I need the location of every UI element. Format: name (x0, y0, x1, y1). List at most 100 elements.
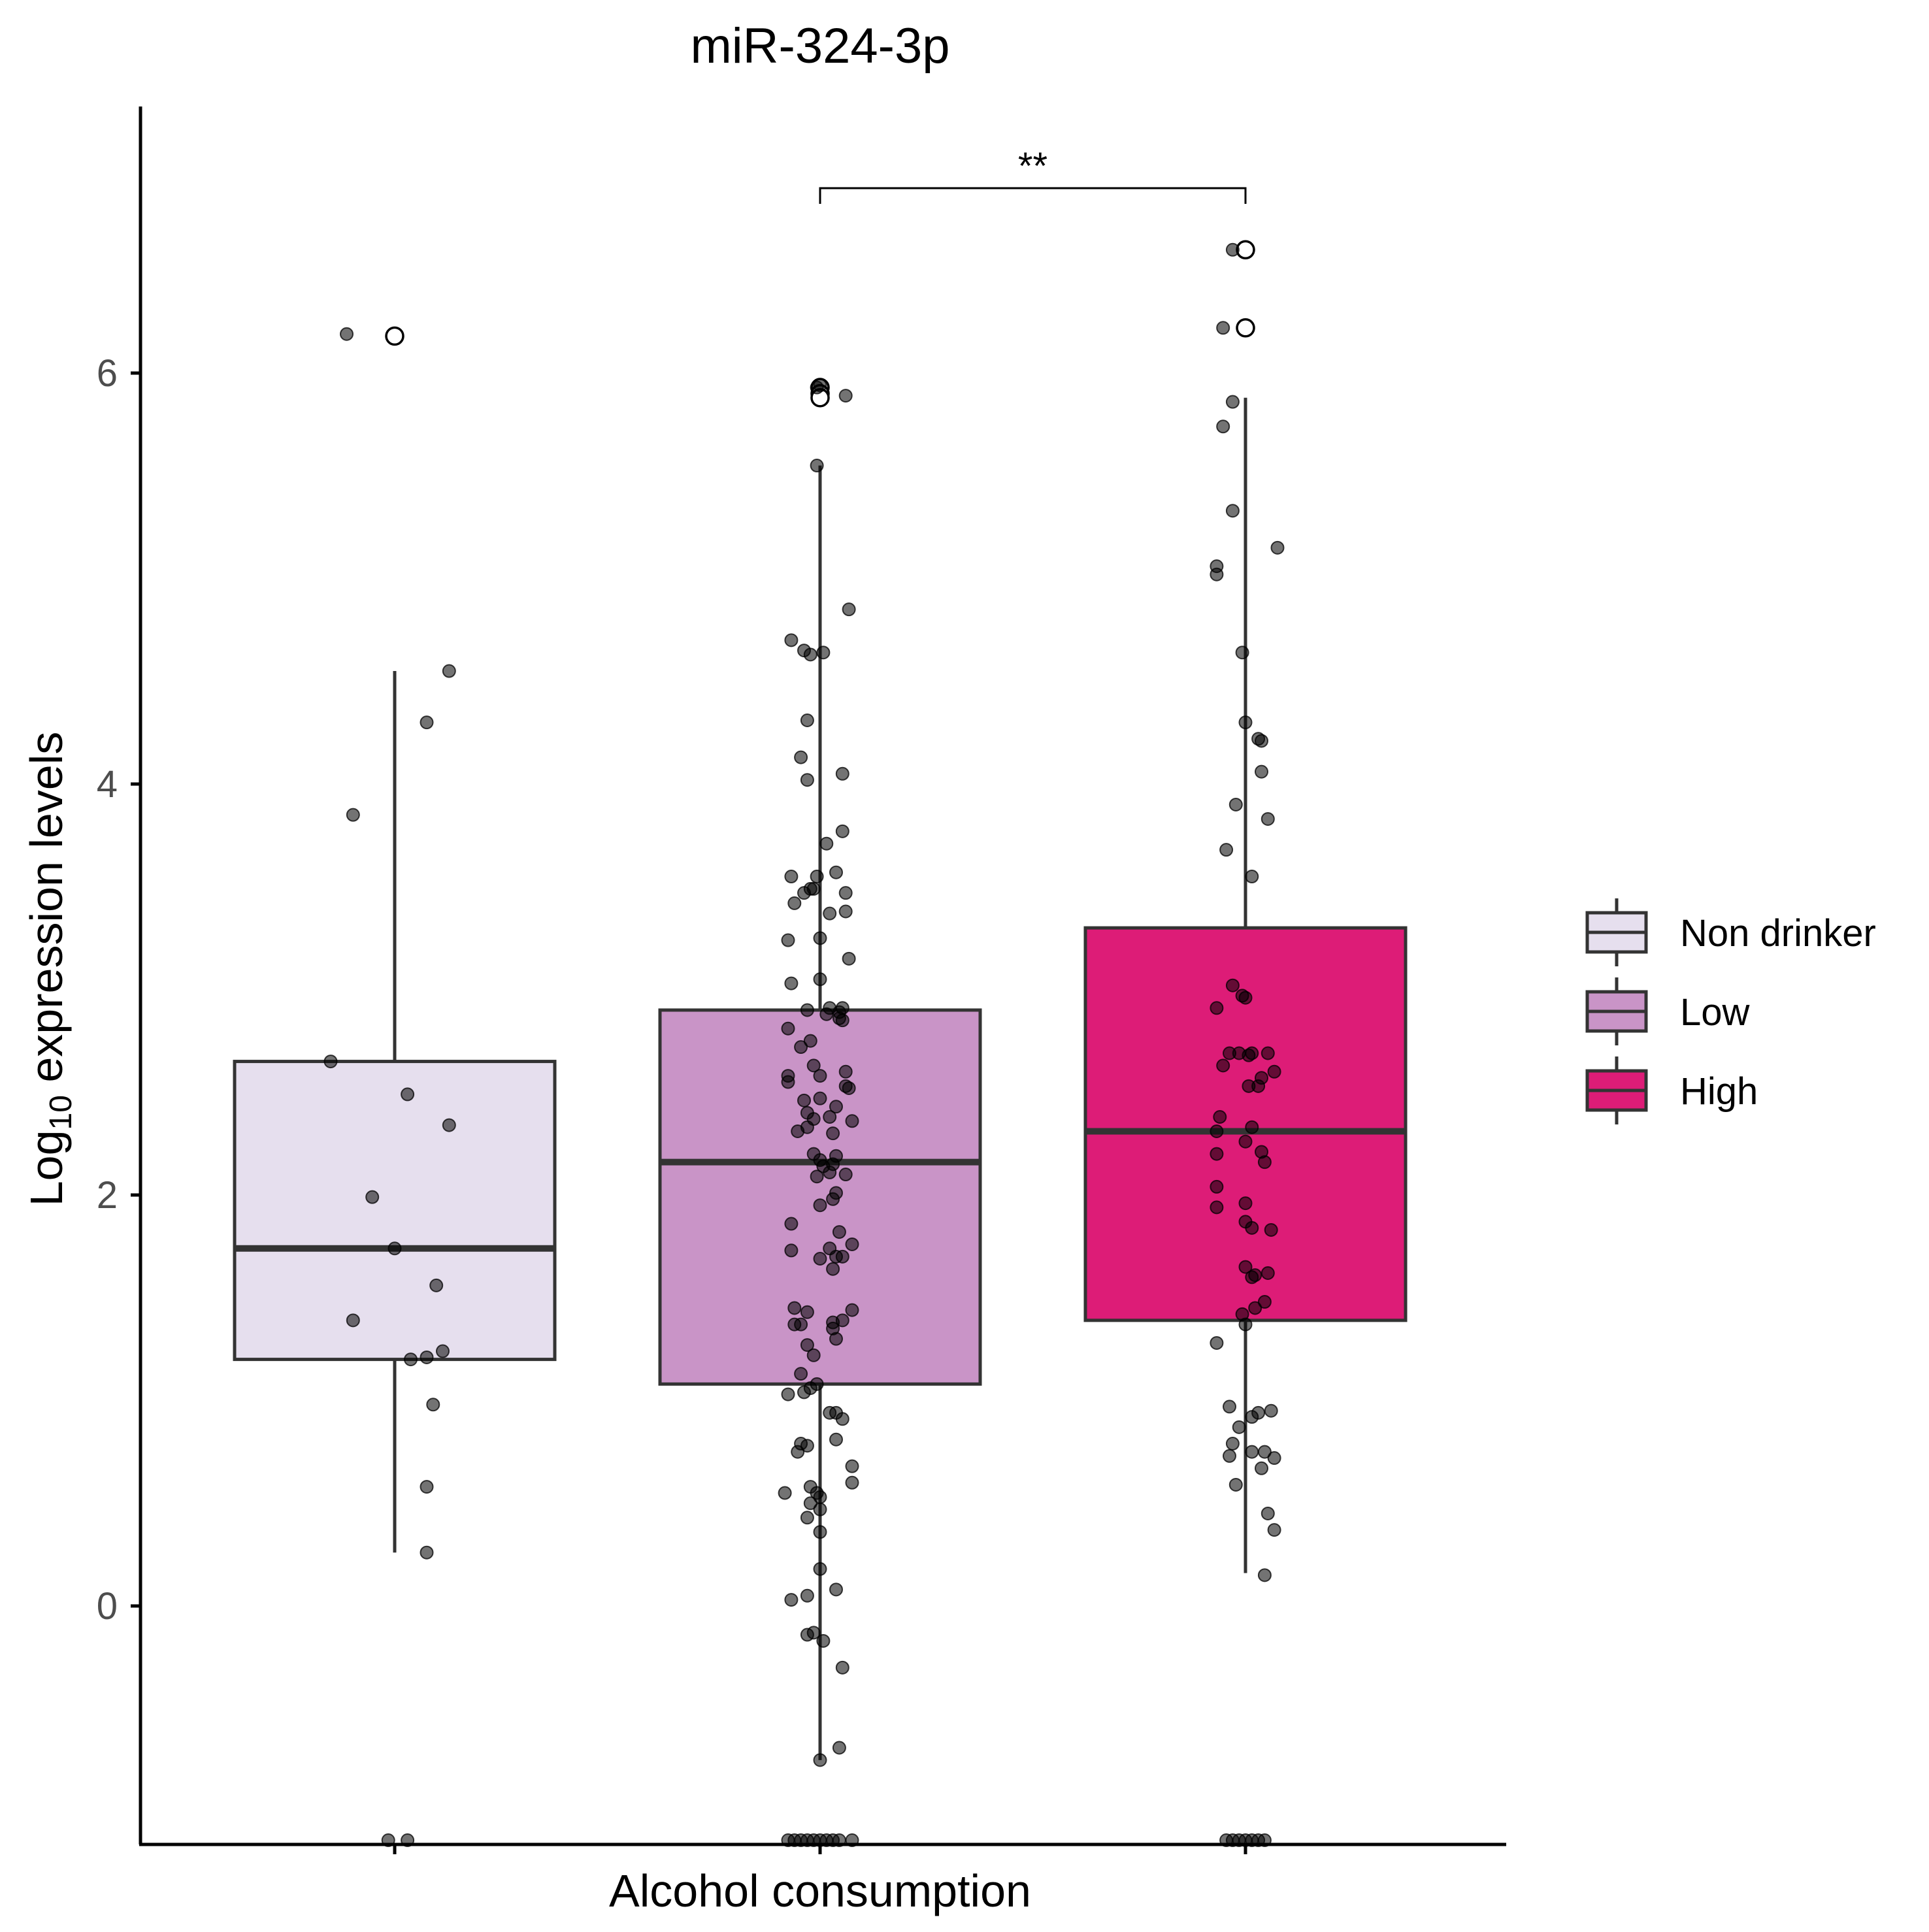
significance-label-0: ** (1018, 145, 1047, 188)
data-point-1-80 (835, 1313, 849, 1328)
data-point-1-115 (806, 1626, 821, 1640)
data-point-2-55 (1264, 1403, 1278, 1418)
data-point-1-24 (838, 904, 853, 919)
data-point-2-61 (1257, 1445, 1272, 1459)
y-axis-label-rest: expression levels (21, 732, 72, 1095)
data-point-1-30 (800, 1003, 814, 1017)
data-point-1-49 (842, 1081, 856, 1095)
data-point-2-0 (1225, 242, 1240, 257)
data-point-1-102 (778, 1486, 792, 1500)
data-point-1-73 (835, 1249, 849, 1264)
data-point-1-116 (816, 1633, 831, 1648)
data-point-1-35 (781, 1021, 795, 1036)
data-point-1-52 (823, 1109, 837, 1124)
data-point-0-15 (420, 1480, 434, 1494)
data-point-1-3 (810, 459, 824, 473)
data-point-1-26 (813, 931, 827, 945)
data-point-0-4 (323, 1055, 338, 1069)
data-point-1-14 (819, 836, 834, 851)
data-point-1-107 (813, 1502, 827, 1516)
data-point-1-39 (832, 1005, 846, 1019)
data-point-1-67 (813, 1198, 827, 1213)
data-point-1-75 (784, 1243, 799, 1258)
data-point-1-70 (845, 1237, 859, 1251)
data-point-1-76 (826, 1262, 840, 1276)
data-point-0-11 (436, 1344, 450, 1358)
data-point-1-95 (835, 1412, 849, 1426)
data-point-0-9 (429, 1278, 444, 1292)
data-point-1-96 (829, 1432, 843, 1447)
ticks-layer: 0 2 4 6 (97, 352, 1247, 1854)
data-point-1-29 (813, 972, 827, 987)
data-point-1-77 (787, 1301, 802, 1315)
data-point-0-7 (365, 1190, 380, 1204)
data-point-1-109 (813, 1525, 827, 1539)
data-point-1-41 (838, 1064, 853, 1079)
data-point-1-99 (791, 1445, 805, 1459)
y-tick-label-3: 6 (97, 352, 118, 395)
data-point-1-101 (845, 1475, 859, 1490)
data-point-2-52 (1210, 1335, 1224, 1350)
data-point-1-81 (845, 1303, 859, 1317)
data-point-1-13 (835, 824, 849, 838)
data-point-1-15 (829, 865, 843, 879)
data-point-2-38 (1210, 1179, 1224, 1194)
data-point-2-40 (1210, 1200, 1224, 1215)
data-point-2-65 (1261, 1506, 1275, 1520)
data-point-1-1 (810, 380, 824, 395)
data-point-2-48 (1257, 1295, 1272, 1309)
data-point-2-25 (1242, 1048, 1256, 1062)
data-point-1-119 (813, 1753, 827, 1767)
points-layer (323, 242, 1285, 1848)
data-point-2-58 (1225, 1437, 1240, 1451)
data-point-0-10 (346, 1313, 360, 1328)
data-point-1-98 (800, 1439, 814, 1453)
data-point-2-14 (1261, 811, 1275, 826)
data-point-2-4 (1225, 504, 1240, 518)
data-point-2-15 (1219, 843, 1234, 857)
data-point-2-47 (1261, 1266, 1275, 1281)
data-point-1-9 (800, 713, 814, 728)
data-point-1-55 (800, 1120, 814, 1134)
data-point-1-86 (800, 1338, 814, 1352)
data-point-2-33 (1245, 1120, 1259, 1134)
data-point-1-7 (803, 647, 817, 662)
data-point-1-27 (842, 951, 856, 966)
data-point-2-49 (1248, 1301, 1262, 1315)
data-point-1-28 (784, 976, 799, 991)
data-point-2-51 (1238, 1317, 1253, 1332)
data-point-0-16 (420, 1545, 434, 1560)
data-point-2-20 (1210, 1001, 1224, 1015)
data-point-2-64 (1228, 1477, 1243, 1492)
data-point-2-34 (1238, 1134, 1253, 1149)
data-point-1-53 (845, 1114, 859, 1128)
data-point-2-30 (1242, 1079, 1256, 1093)
data-point-1-63 (823, 1165, 837, 1179)
data-point-2-17 (1225, 978, 1240, 992)
significance-layer: ** (819, 145, 1247, 204)
data-point-2-35 (1210, 1147, 1224, 1161)
axes-layer (139, 106, 1506, 1846)
data-point-2-24 (1261, 1046, 1275, 1060)
data-point-1-5 (784, 633, 799, 647)
data-point-2-56 (1245, 1410, 1259, 1424)
data-point-2-11 (1255, 734, 1268, 748)
data-point-2-57 (1232, 1420, 1246, 1434)
data-point-2-2 (1225, 395, 1240, 409)
data-point-2-7 (1210, 567, 1224, 581)
data-point-1-62 (838, 1168, 853, 1182)
data-point-0-0 (340, 327, 354, 341)
data-point-1-68 (784, 1217, 799, 1231)
outlier-0-0 (385, 326, 404, 346)
data-point-1-46 (797, 1093, 811, 1107)
data-point-2-16 (1245, 870, 1259, 884)
data-point-2-53 (1223, 1400, 1236, 1414)
data-point-2-67 (1257, 1568, 1272, 1582)
data-point-1-74 (813, 1251, 827, 1266)
data-point-1-25 (781, 933, 795, 947)
data-point-1-85 (829, 1332, 843, 1346)
data-point-2-31 (1213, 1109, 1227, 1124)
data-point-0-13 (420, 1350, 434, 1364)
data-point-0-2 (420, 715, 434, 730)
